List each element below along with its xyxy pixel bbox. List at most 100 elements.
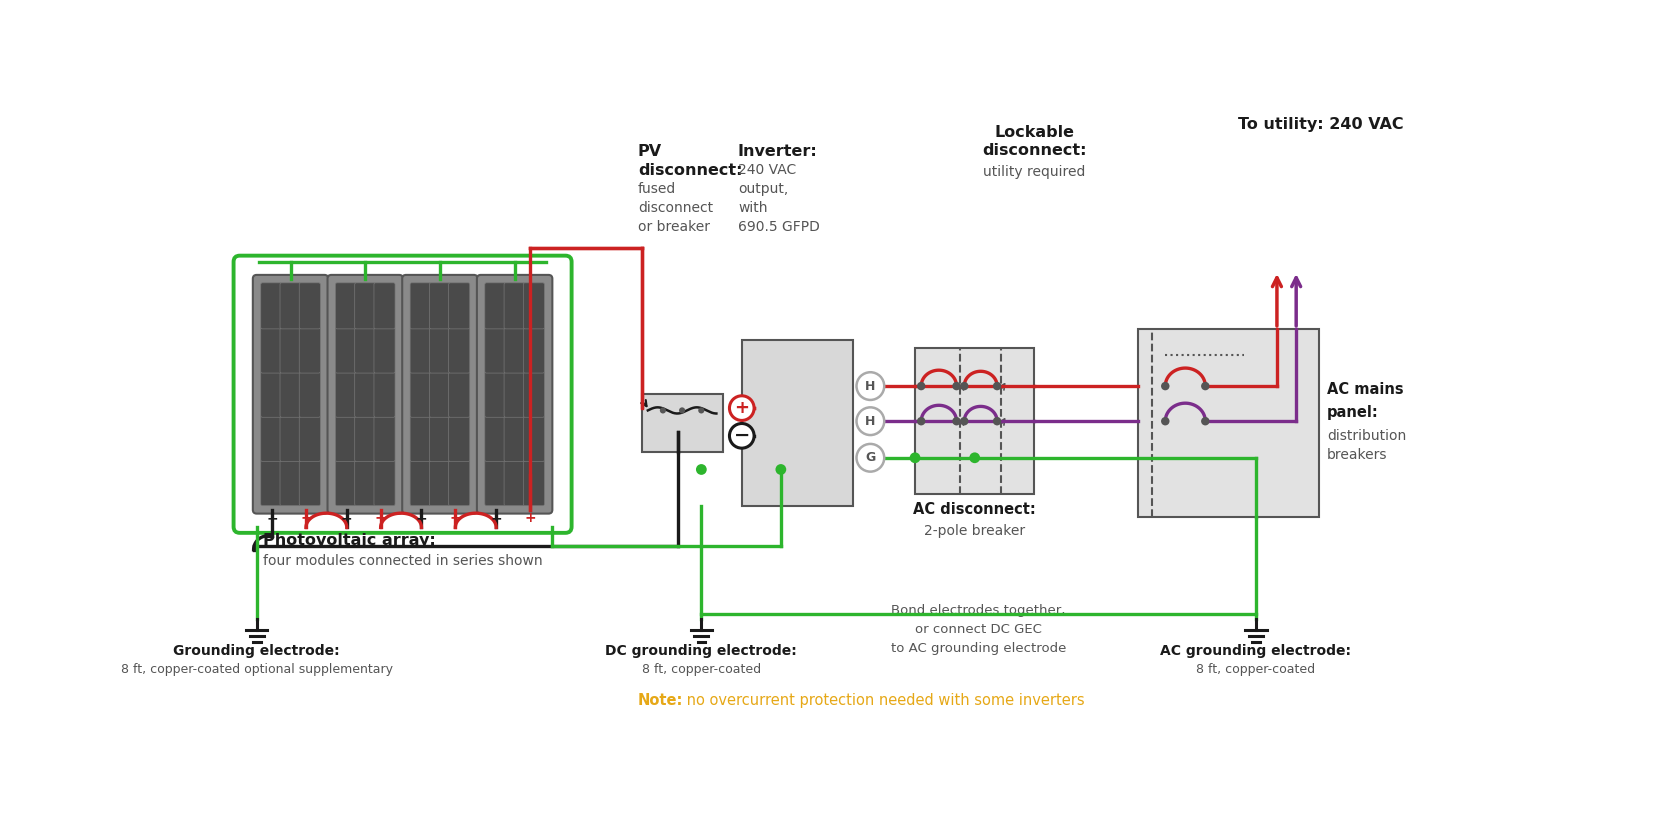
Text: H: H — [865, 380, 875, 393]
FancyBboxPatch shape — [484, 460, 506, 505]
Circle shape — [857, 444, 884, 472]
FancyBboxPatch shape — [281, 460, 301, 505]
FancyBboxPatch shape — [410, 371, 432, 417]
FancyBboxPatch shape — [299, 327, 321, 373]
FancyBboxPatch shape — [354, 283, 376, 329]
Text: Lockable
disconnect:: Lockable disconnect: — [981, 125, 1085, 158]
Text: −: − — [341, 511, 353, 526]
Circle shape — [857, 408, 884, 435]
FancyBboxPatch shape — [477, 275, 553, 513]
FancyBboxPatch shape — [260, 371, 282, 417]
FancyBboxPatch shape — [642, 394, 722, 452]
Text: AC disconnect:: AC disconnect: — [912, 502, 1035, 517]
Circle shape — [660, 408, 665, 413]
FancyBboxPatch shape — [281, 283, 301, 329]
Circle shape — [729, 396, 754, 421]
Text: four modules connected in series shown: four modules connected in series shown — [262, 554, 543, 568]
Text: utility required: utility required — [983, 165, 1085, 178]
Text: PV: PV — [637, 144, 662, 159]
Text: AC grounding electrode:: AC grounding electrode: — [1159, 644, 1351, 658]
FancyBboxPatch shape — [260, 327, 282, 373]
FancyBboxPatch shape — [336, 416, 356, 461]
FancyBboxPatch shape — [522, 416, 544, 461]
Circle shape — [1161, 417, 1169, 425]
Text: 240 VAC
output,
with
690.5 GFPD: 240 VAC output, with 690.5 GFPD — [738, 163, 820, 234]
Text: 2-pole breaker: 2-pole breaker — [924, 523, 1025, 538]
FancyBboxPatch shape — [1137, 328, 1319, 518]
Circle shape — [696, 464, 706, 475]
Text: 8 ft, copper-coated: 8 ft, copper-coated — [1196, 663, 1315, 676]
Text: −: − — [491, 511, 502, 526]
FancyBboxPatch shape — [484, 416, 506, 461]
Circle shape — [953, 382, 961, 390]
Circle shape — [953, 417, 961, 425]
Circle shape — [697, 408, 704, 413]
FancyBboxPatch shape — [484, 327, 506, 373]
Circle shape — [959, 417, 968, 425]
FancyBboxPatch shape — [373, 371, 395, 417]
Text: −: − — [732, 426, 749, 445]
FancyBboxPatch shape — [354, 371, 376, 417]
Text: Inverter:: Inverter: — [738, 144, 816, 159]
FancyBboxPatch shape — [328, 275, 403, 513]
FancyBboxPatch shape — [260, 460, 282, 505]
FancyBboxPatch shape — [484, 283, 506, 329]
FancyBboxPatch shape — [336, 460, 356, 505]
FancyBboxPatch shape — [449, 327, 469, 373]
FancyBboxPatch shape — [354, 460, 376, 505]
Text: to AC grounding electrode: to AC grounding electrode — [890, 642, 1065, 655]
Text: no overcurrent protection needed with some inverters: no overcurrent protection needed with so… — [682, 694, 1084, 708]
FancyBboxPatch shape — [522, 283, 544, 329]
FancyBboxPatch shape — [373, 283, 395, 329]
Circle shape — [959, 382, 968, 390]
FancyBboxPatch shape — [741, 341, 853, 506]
FancyBboxPatch shape — [504, 371, 524, 417]
FancyBboxPatch shape — [914, 348, 1033, 495]
Text: or connect DC GEC: or connect DC GEC — [914, 623, 1042, 636]
FancyBboxPatch shape — [428, 327, 450, 373]
Text: 8 ft, copper-coated: 8 ft, copper-coated — [642, 663, 761, 676]
Circle shape — [1161, 382, 1169, 390]
Text: AC mains: AC mains — [1326, 381, 1403, 397]
Circle shape — [679, 408, 685, 413]
Circle shape — [993, 382, 1001, 390]
Text: +: + — [734, 399, 749, 417]
Circle shape — [1201, 382, 1210, 390]
FancyBboxPatch shape — [299, 283, 321, 329]
Circle shape — [774, 464, 786, 475]
FancyBboxPatch shape — [410, 460, 432, 505]
Text: +: + — [301, 511, 311, 526]
FancyBboxPatch shape — [281, 371, 301, 417]
Text: fused
disconnect
or breaker: fused disconnect or breaker — [637, 183, 712, 235]
FancyBboxPatch shape — [336, 371, 356, 417]
FancyBboxPatch shape — [449, 460, 469, 505]
Text: +: + — [524, 511, 536, 526]
FancyBboxPatch shape — [504, 327, 524, 373]
FancyBboxPatch shape — [484, 371, 506, 417]
FancyBboxPatch shape — [336, 283, 356, 329]
Text: 8 ft, copper-coated optional supplementary: 8 ft, copper-coated optional supplementa… — [121, 663, 393, 676]
Text: Note:: Note: — [637, 694, 682, 708]
FancyBboxPatch shape — [449, 283, 469, 329]
FancyBboxPatch shape — [522, 327, 544, 373]
FancyBboxPatch shape — [373, 460, 395, 505]
FancyBboxPatch shape — [373, 327, 395, 373]
Circle shape — [969, 452, 979, 463]
Circle shape — [993, 417, 1001, 425]
Circle shape — [909, 452, 921, 463]
Circle shape — [916, 382, 926, 390]
FancyBboxPatch shape — [373, 416, 395, 461]
FancyBboxPatch shape — [428, 283, 450, 329]
FancyBboxPatch shape — [410, 327, 432, 373]
Text: panel:: panel: — [1326, 405, 1378, 420]
FancyBboxPatch shape — [354, 327, 376, 373]
FancyBboxPatch shape — [252, 275, 328, 513]
FancyBboxPatch shape — [299, 371, 321, 417]
FancyBboxPatch shape — [504, 283, 524, 329]
Text: disconnect:: disconnect: — [637, 163, 743, 178]
FancyBboxPatch shape — [260, 283, 282, 329]
Text: −: − — [415, 511, 427, 526]
Circle shape — [857, 372, 884, 400]
FancyBboxPatch shape — [281, 416, 301, 461]
Text: Bond electrodes together,: Bond electrodes together, — [890, 604, 1065, 617]
